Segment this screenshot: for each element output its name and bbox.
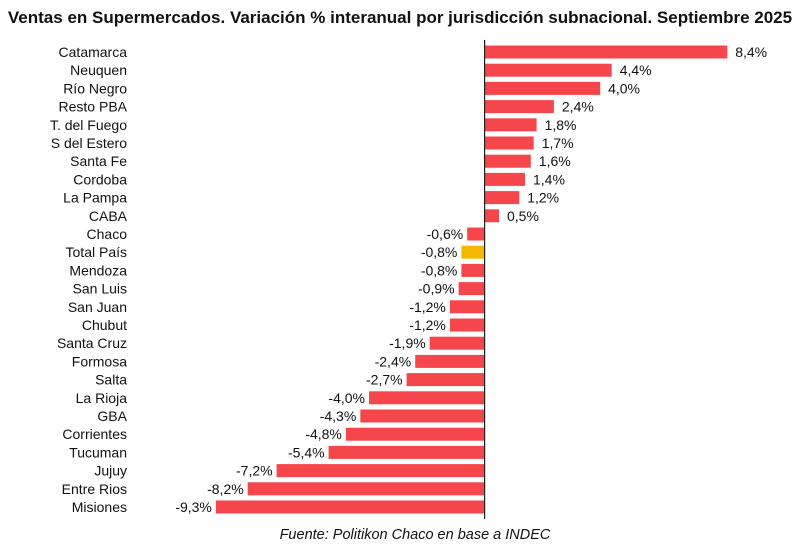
bar-catamarca	[484, 45, 728, 59]
value-label-chubut: -1,2%	[409, 317, 446, 333]
category-label-la-pampa: La Pampa	[63, 190, 127, 206]
category-label-t-del-fuego: T. del Fuego	[50, 117, 127, 133]
labels-layer: Catamarca 8,4% Neuquen 4,4% Río Negro 4,0% Res…	[50, 44, 767, 515]
value-label-san-luis: -0,9%	[418, 281, 455, 297]
category-label-santa-cruz: Santa Cruz	[57, 335, 127, 351]
category-label-la-rioja: La Rioja	[76, 390, 128, 406]
bars-layer	[215, 45, 728, 514]
value-label-tucuman: -5,4%	[288, 444, 325, 460]
bar-la-pampa	[484, 191, 520, 205]
bar-santa-cruz	[429, 336, 485, 350]
category-label-corrientes: Corrientes	[62, 426, 127, 442]
category-label-caba: CABA	[89, 208, 128, 224]
value-label-misiones: -9,3%	[175, 499, 212, 515]
bar-rio-negro	[484, 81, 601, 95]
bar-chaco	[467, 227, 485, 241]
bar-formosa	[415, 354, 485, 368]
value-label-cordoba: 1,4%	[533, 171, 565, 187]
category-label-s-del-estero: S del Estero	[51, 135, 127, 151]
value-label-neuquen: 4,4%	[620, 62, 652, 78]
category-label-san-luis: San Luis	[73, 281, 127, 297]
category-label-chubut: Chubut	[82, 317, 127, 333]
category-label-resto-pba: Resto PBA	[59, 99, 128, 115]
category-label-rio-negro: Río Negro	[63, 80, 127, 96]
value-label-catamarca: 8,4%	[735, 44, 767, 60]
category-label-chaco: Chaco	[87, 226, 128, 242]
category-label-mendoza: Mendoza	[69, 262, 127, 278]
category-label-total-pais: Total País	[66, 244, 127, 260]
category-label-gba: GBA	[97, 408, 127, 424]
value-label-t-del-fuego: 1,8%	[545, 117, 577, 133]
bar-jujuy	[276, 464, 485, 478]
category-label-san-juan: San Juan	[68, 299, 127, 315]
value-label-formosa: -2,4%	[375, 353, 412, 369]
chart-title: Ventas en Supermercados. Variación % int…	[7, 8, 793, 27]
category-label-tucuman: Tucuman	[69, 444, 127, 460]
value-label-san-juan: -1,2%	[409, 299, 446, 315]
value-label-santa-fe: 1,6%	[539, 153, 571, 169]
value-label-gba: -4,3%	[320, 408, 357, 424]
bar-resto-pba	[484, 100, 554, 114]
value-label-salta: -2,7%	[366, 372, 403, 388]
bar-neuquen	[484, 63, 612, 77]
bar-caba	[484, 209, 499, 223]
bar-la-rioja	[369, 391, 485, 405]
value-label-resto-pba: 2,4%	[562, 99, 594, 115]
bar-corrientes	[345, 427, 485, 441]
bar-total-pais	[461, 245, 485, 259]
bar-salta	[406, 373, 485, 387]
value-label-la-rioja: -4,0%	[328, 390, 365, 406]
category-label-catamarca: Catamarca	[59, 44, 128, 60]
category-label-neuquen: Neuquen	[70, 62, 127, 78]
category-label-entre-rios: Entre Rios	[62, 481, 127, 497]
bar-s-del-estero	[484, 136, 534, 150]
value-label-s-del-estero: 1,7%	[542, 135, 574, 151]
bar-santa-fe	[484, 154, 531, 168]
bar-misiones	[215, 500, 485, 514]
value-label-rio-negro: 4,0%	[608, 80, 640, 96]
value-label-la-pampa: 1,2%	[527, 190, 559, 206]
category-label-jujuy: Jujuy	[94, 463, 127, 479]
value-label-corrientes: -4,8%	[305, 426, 342, 442]
bar-t-del-fuego	[484, 118, 537, 132]
bar-gba	[360, 409, 485, 423]
value-label-chaco: -0,6%	[427, 226, 464, 242]
bar-chubut	[449, 318, 485, 332]
category-label-formosa: Formosa	[72, 353, 127, 369]
bar-mendoza	[461, 263, 485, 277]
value-label-total-pais: -0,8%	[421, 244, 458, 260]
bar-tucuman	[328, 445, 485, 459]
value-label-jujuy: -7,2%	[236, 463, 273, 479]
value-label-santa-cruz: -1,9%	[389, 335, 426, 351]
category-label-misiones: Misiones	[72, 499, 127, 515]
bar-entre-rios	[247, 482, 485, 496]
category-label-santa-fe: Santa Fe	[70, 153, 127, 169]
category-label-cordoba: Cordoba	[73, 171, 127, 187]
value-label-caba: 0,5%	[507, 208, 539, 224]
value-label-mendoza: -0,8%	[421, 262, 458, 278]
value-label-entre-rios: -8,2%	[207, 481, 244, 497]
source-note: Fuente: Politikon Chaco en base a INDEC	[279, 527, 551, 543]
bar-cordoba	[484, 172, 525, 186]
bar-san-luis	[458, 282, 485, 296]
bar-san-juan	[449, 300, 485, 314]
category-label-salta: Salta	[95, 372, 127, 388]
